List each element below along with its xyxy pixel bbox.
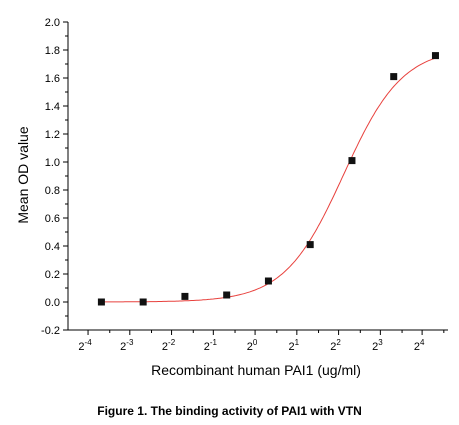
x-tick-label: 22 xyxy=(330,338,341,353)
x-tick-label: 20 xyxy=(247,338,258,353)
chart: -0.2 0.0 0.2 0.4 0.6 0.8 1.0 1.2 1.4 1.6 1.8 2.0 2-4… xyxy=(15,17,448,378)
x-axis-title: Recombinant human PAI1 (ug/ml) xyxy=(151,362,361,378)
fit-curve xyxy=(101,57,436,303)
y-axis-title: Mean OD value xyxy=(15,126,31,223)
data-point-marker xyxy=(348,157,356,165)
y-tick-label: 1.6 xyxy=(45,73,60,85)
x-tick-label: 2-1 xyxy=(204,338,218,353)
y-tick-label: 0.0 xyxy=(45,297,60,309)
data-point-marker xyxy=(181,292,189,300)
data-point-marker xyxy=(139,298,147,306)
x-tick-label: 23 xyxy=(372,338,383,353)
marker-layer xyxy=(97,52,439,306)
data-point-marker xyxy=(264,277,272,285)
data-point-marker xyxy=(431,52,439,60)
data-point-marker xyxy=(306,241,314,249)
y-tick-label: 2.0 xyxy=(45,17,60,29)
y-tick-label: 1.8 xyxy=(45,45,60,57)
y-tick-label: 0.4 xyxy=(45,241,60,253)
y-tick-label: 0.6 xyxy=(45,213,60,225)
x-tick-label: 2-3 xyxy=(120,338,134,353)
y-tick-label: 1.4 xyxy=(45,101,60,113)
x-tick-label: 21 xyxy=(289,338,300,353)
axes: -0.2 0.0 0.2 0.4 0.6 0.8 1.0 1.2 1.4 1.6 1.8 2.0 2-4… xyxy=(41,17,448,353)
x-tick-label: 2-2 xyxy=(162,338,176,353)
y-tick-label: 1.2 xyxy=(45,129,60,141)
y-tick-label: 0.2 xyxy=(45,269,60,281)
y-tick-label: -0.2 xyxy=(41,325,60,337)
fit-curve-layer xyxy=(101,57,436,303)
y-tick-label: 0.8 xyxy=(45,185,60,197)
figure-caption: Figure 1. The binding activity of PAI1 w… xyxy=(97,404,362,418)
data-point-marker xyxy=(223,291,231,299)
y-tick-label: 1.0 xyxy=(45,157,60,169)
data-point-marker xyxy=(390,73,398,81)
x-tick-label: 2-4 xyxy=(78,338,92,353)
x-tick-label: 24 xyxy=(414,338,425,353)
data-point-marker xyxy=(97,298,105,306)
